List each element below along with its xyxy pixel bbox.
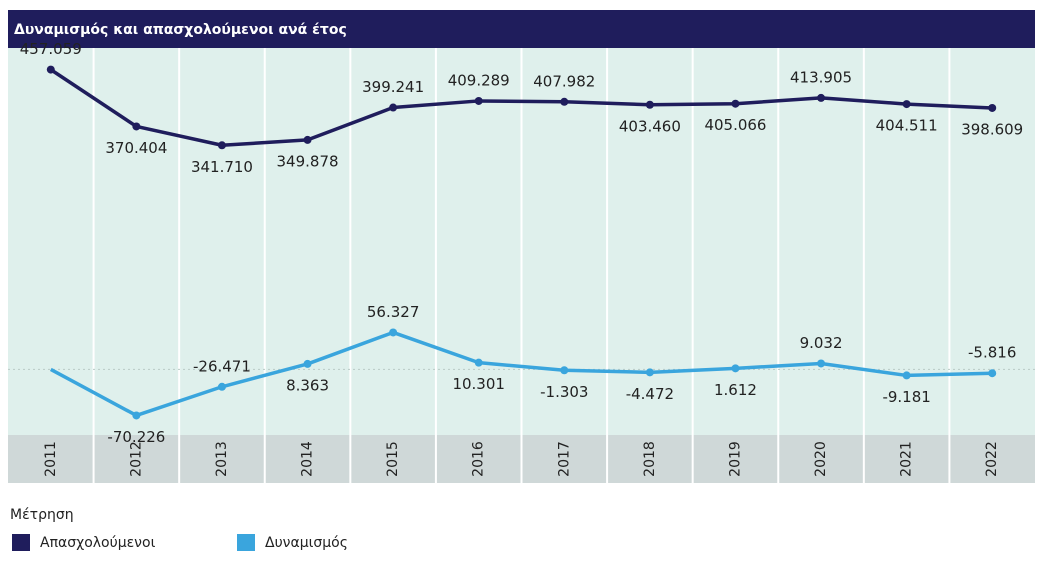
x-tick-label: 2020 [813, 441, 829, 477]
point [389, 328, 398, 337]
point [902, 100, 911, 109]
data-label: 56.327 [367, 303, 420, 321]
data-label: 405.066 [704, 116, 766, 134]
x-tick-label: 2013 [214, 441, 230, 477]
data-label: 404.511 [876, 117, 938, 135]
point [645, 368, 654, 377]
point [817, 93, 826, 102]
series-line [49, 330, 993, 418]
data-label: 8.363 [286, 376, 329, 394]
point [217, 141, 226, 150]
point [560, 97, 569, 106]
data-label: -5.816 [968, 344, 1016, 362]
x-tick-label: 2021 [899, 441, 915, 477]
x-tick-label: 2012 [128, 441, 144, 477]
legend-label: Απασχολούμενοι [40, 535, 156, 551]
point [731, 99, 740, 108]
data-label: -1.303 [540, 383, 588, 401]
point [132, 122, 141, 131]
legend-swatch [12, 534, 30, 551]
data-label: -26.471 [193, 357, 251, 375]
data-label: 407.982 [533, 72, 595, 90]
data-label: 349.878 [277, 152, 339, 170]
title-bar [8, 10, 1035, 48]
data-label: 10.301 [452, 375, 505, 393]
data-label: 413.905 [790, 68, 852, 86]
point [474, 96, 483, 105]
legend-swatch [237, 534, 255, 551]
x-tick-label: 2017 [556, 441, 572, 477]
point [389, 103, 398, 112]
data-label: 403.460 [619, 117, 681, 135]
data-label: -9.181 [882, 388, 930, 406]
x-tick-label: 2011 [43, 441, 59, 477]
data-label: 1.612 [714, 381, 757, 399]
x-tick-label: 2022 [984, 441, 1000, 477]
legend-label: Δυναμισμός [265, 535, 348, 551]
data-label: 341.710 [191, 158, 253, 176]
data-label: -70.226 [107, 428, 165, 446]
data-label: 457.059 [20, 40, 82, 58]
point [474, 358, 483, 367]
point [46, 65, 55, 74]
data-label: 9.032 [800, 334, 843, 352]
point [902, 371, 911, 380]
point [560, 366, 569, 375]
point [303, 359, 312, 368]
series-line [49, 68, 993, 148]
data-label: -4.472 [626, 385, 674, 403]
data-label: 398.609 [961, 120, 1023, 138]
point [132, 411, 141, 420]
x-tick-label: 2014 [300, 441, 316, 477]
data-label: 370.404 [105, 139, 167, 157]
point [817, 359, 826, 368]
x-tick-label: 2019 [727, 441, 743, 477]
point [303, 135, 312, 144]
point [645, 100, 654, 109]
point [731, 364, 740, 373]
x-tick-label: 2015 [385, 441, 401, 477]
legend-title: Μέτρηση [10, 507, 74, 523]
x-tick-label: 2016 [471, 441, 487, 477]
data-label: 399.241 [362, 78, 424, 96]
chart-title: Δυναμισμός και απασχολούμενοι ανά έτος [14, 22, 347, 38]
point [217, 382, 226, 391]
data-label: 409.289 [448, 71, 510, 89]
point [988, 103, 997, 112]
point [988, 369, 997, 378]
x-tick-label: 2018 [642, 441, 658, 477]
